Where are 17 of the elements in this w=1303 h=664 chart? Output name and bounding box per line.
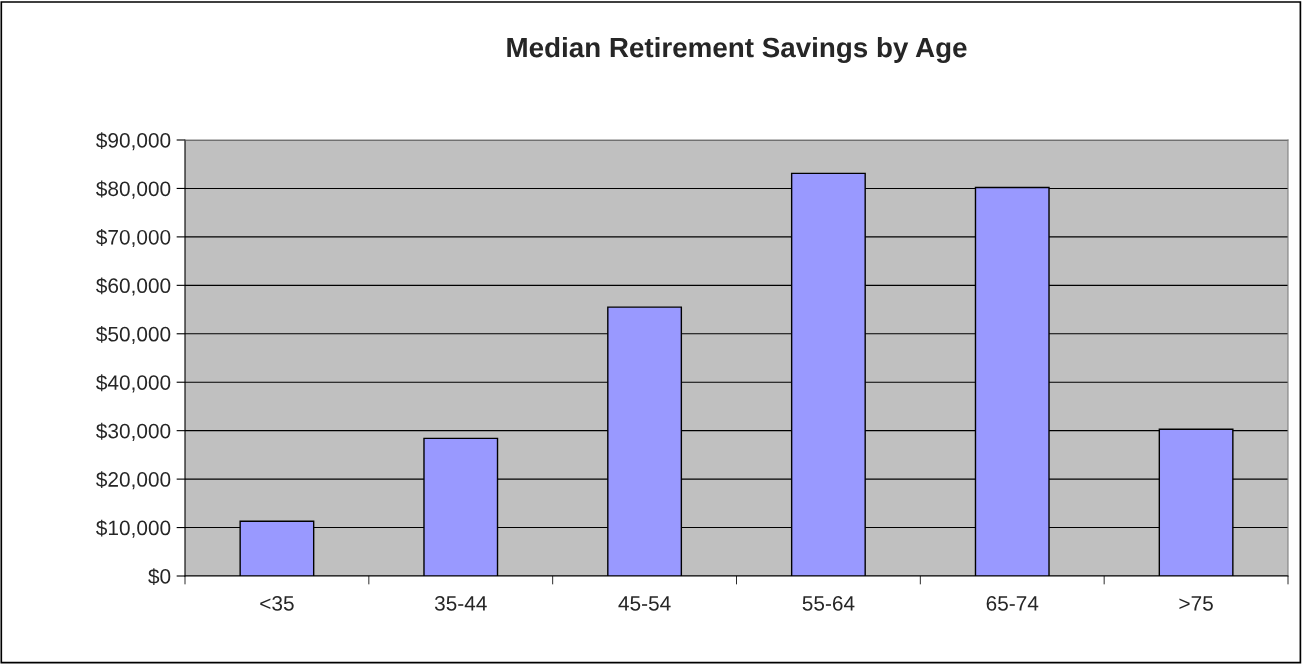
x-tick-label: 65-74 [986, 595, 1039, 611]
y-tick-label: $60,000 [96, 277, 171, 296]
x-tick-label: <35 [260, 595, 294, 611]
y-tick-label: $50,000 [96, 325, 171, 344]
y-tick-label: $40,000 [96, 374, 171, 393]
x-tick-label: 45-54 [618, 596, 671, 611]
y-tick-label: $10,000 [96, 519, 171, 538]
x-tick-label: 55-64 [802, 595, 855, 611]
y-tick-label: $80,000 [96, 180, 171, 199]
y-tick-label: $70,000 [96, 229, 171, 248]
y-tick-label: $30,000 [96, 422, 171, 441]
x-tick-label: 35-44 [434, 595, 487, 611]
x-tick-label: >75 [1179, 596, 1213, 611]
chart-title: Median Retirement Savings by Age [507, 36, 967, 64]
y-tick-label: $20,000 [96, 471, 171, 490]
y-tick-label: $0 [148, 568, 171, 585]
y-tick-label: $90,000 [96, 132, 171, 151]
